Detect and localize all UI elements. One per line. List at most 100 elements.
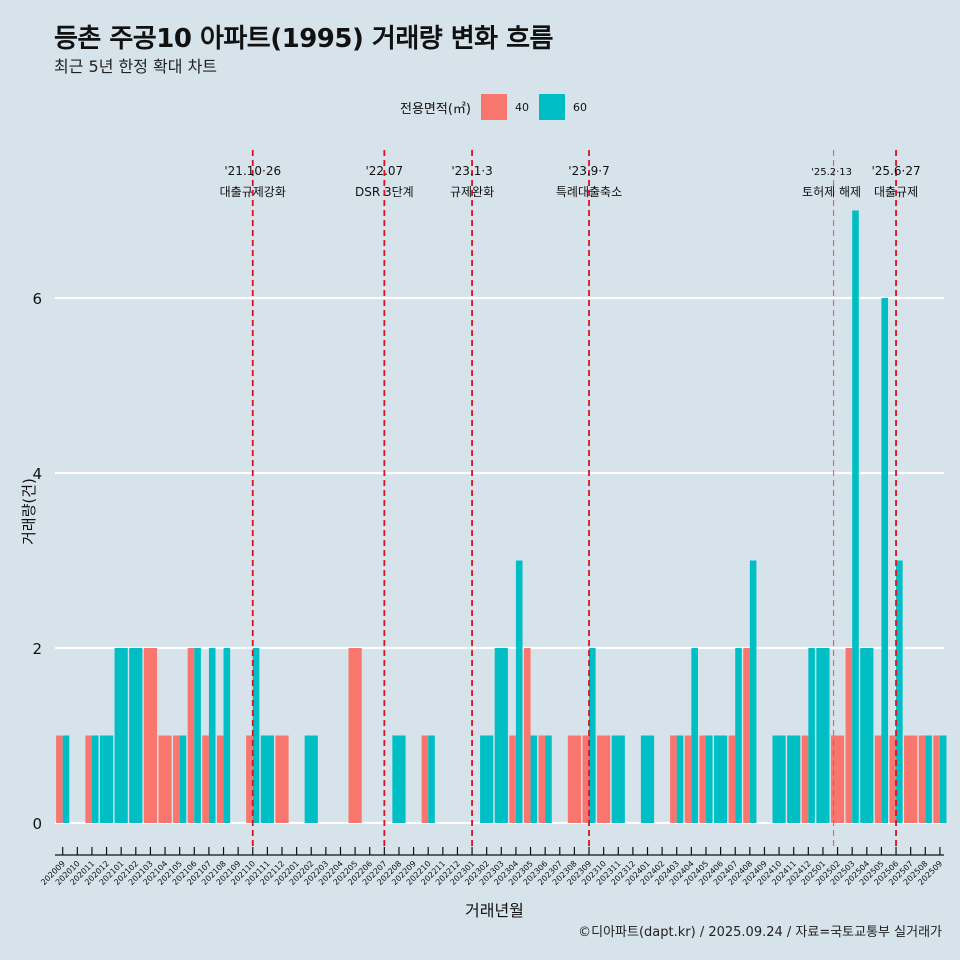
chart-title: 등촌 주공10 아파트(1995) 거래량 변화 흐름 xyxy=(54,24,553,54)
bar-60-202411 xyxy=(787,735,801,823)
bar-40-202009 xyxy=(56,735,63,823)
bar-60-202408 xyxy=(749,560,757,823)
bar-60-202106 xyxy=(194,648,201,823)
bar-60-202105 xyxy=(179,735,187,823)
legend-swatch-40 xyxy=(480,94,507,120)
bar-60-202303 xyxy=(494,648,508,823)
y-tick-label: 6 xyxy=(32,290,42,308)
bar-40-202503 xyxy=(845,648,853,823)
event-label: 대출규제강화 xyxy=(220,185,286,199)
bar-60-202107 xyxy=(208,648,216,823)
bar-60-202009 xyxy=(62,735,70,823)
bar-40-202304 xyxy=(509,735,516,823)
bar-40-202305 xyxy=(523,648,531,823)
bar-60-202503 xyxy=(852,210,859,823)
bar-40-202310 xyxy=(597,735,611,823)
bar-60-202504 xyxy=(860,648,874,823)
bar-40-202011 xyxy=(85,735,92,823)
event-date: '22.07 xyxy=(366,164,404,178)
bar-60-202202 xyxy=(304,735,318,823)
bar-60-202108 xyxy=(223,648,231,823)
bar-60-202111 xyxy=(260,735,274,823)
bar-40-202508 xyxy=(918,735,926,823)
event-label: 대출규제 xyxy=(874,185,918,199)
bar-60-202012 xyxy=(99,735,114,823)
bar-60-202208 xyxy=(392,735,406,823)
bar-60-202506 xyxy=(896,560,903,823)
y-tick-label: 0 xyxy=(32,815,42,833)
bar-60-202509 xyxy=(939,735,947,823)
legend-label-60: 60 xyxy=(572,100,587,114)
bar-60-202101 xyxy=(114,648,128,823)
bar-60-202407 xyxy=(735,648,742,823)
bar-40-202308 xyxy=(567,735,581,823)
bar-60-202304 xyxy=(515,560,523,823)
bar-40-202205 xyxy=(348,648,362,823)
event-label: 규제완화 xyxy=(450,185,494,199)
y-axis: 0 2 4 6 xyxy=(32,290,42,833)
y-tick-label: 2 xyxy=(32,640,42,658)
legend: 전용면적(㎡) 40 60 xyxy=(400,94,597,120)
legend-swatch-60 xyxy=(538,94,565,120)
event-annotations: '21.10·26 대출규제강화 '22.07 DSR 3단계 '23.1·3 규제완화 '… xyxy=(220,164,921,199)
bar-60-202412 xyxy=(808,648,815,823)
bar-40-202506 xyxy=(889,735,897,823)
bar-40-202103 xyxy=(143,648,158,823)
y-tick-label: 4 xyxy=(32,465,42,483)
bar-60-202309 xyxy=(589,648,596,823)
bar-40-202112 xyxy=(275,735,289,823)
legend-label-40: 40 xyxy=(514,100,529,114)
bar-40-202509 xyxy=(933,735,940,823)
bar-60-202110 xyxy=(252,648,260,823)
bar-60-202508 xyxy=(925,735,932,823)
event-date: '25.6·27 xyxy=(871,164,920,178)
bar-60-202505 xyxy=(881,298,889,823)
event-label: 토허제 해제 xyxy=(802,185,861,199)
bar-40-202408 xyxy=(743,648,750,823)
x-axis: 2020092020102020112020122021012021022021… xyxy=(39,847,944,887)
y-axis-title: 거래량(건) xyxy=(20,478,38,545)
bar-60-202302 xyxy=(480,735,494,823)
bar-40-202107 xyxy=(202,735,209,823)
x-axis-title: 거래년월 xyxy=(465,901,524,920)
bar-60-202406 xyxy=(714,735,728,823)
bar-40-202403 xyxy=(670,735,677,823)
bars xyxy=(56,210,947,823)
bar-60-202404 xyxy=(691,648,698,823)
footer-credit: ©디아파트(dapt.kr) / 2025.09.24 / 자료=국토교통부 실… xyxy=(578,925,942,940)
bar-40-202404 xyxy=(684,735,692,823)
bar-60-202210 xyxy=(428,735,435,823)
bar-60-202305 xyxy=(530,735,538,823)
bar-60-202403 xyxy=(676,735,684,823)
bar-60-202306 xyxy=(545,735,552,823)
bar-60-202011 xyxy=(91,735,99,823)
bar-40-202505 xyxy=(874,735,882,823)
event-lines xyxy=(251,150,897,850)
bar-60-202410 xyxy=(772,735,786,823)
bar-40-202110 xyxy=(246,735,253,823)
bar-40-202412 xyxy=(801,735,809,823)
bar-40-202106 xyxy=(187,648,195,823)
bar-60-202311 xyxy=(611,735,625,823)
bar-40-202105 xyxy=(173,735,180,823)
bar-60-202102 xyxy=(129,648,143,823)
bar-40-202108 xyxy=(216,735,224,823)
bar-60-202405 xyxy=(705,735,713,823)
bar-40-202104 xyxy=(158,735,172,823)
bar-60-202501 xyxy=(816,648,830,823)
bar-40-202407 xyxy=(728,735,736,823)
bar-40-202502 xyxy=(830,735,845,823)
bar-60-202401 xyxy=(640,735,655,823)
event-date: '25.2·13 xyxy=(811,167,852,178)
bar-40-202210 xyxy=(421,735,429,823)
event-date: '23.9·7 xyxy=(568,164,609,178)
legend-title: 전용면적(㎡) xyxy=(400,101,471,117)
bar-40-202306 xyxy=(538,735,546,823)
event-label: DSR 3단계 xyxy=(355,185,414,199)
event-date: '21.10·26 xyxy=(224,164,281,178)
event-label: 특례대출축소 xyxy=(556,185,622,199)
event-date: '23.1·3 xyxy=(451,164,492,178)
chart-subtitle: 최근 5년 한정 확대 차트 xyxy=(54,57,218,76)
bar-40-202507 xyxy=(904,735,918,823)
